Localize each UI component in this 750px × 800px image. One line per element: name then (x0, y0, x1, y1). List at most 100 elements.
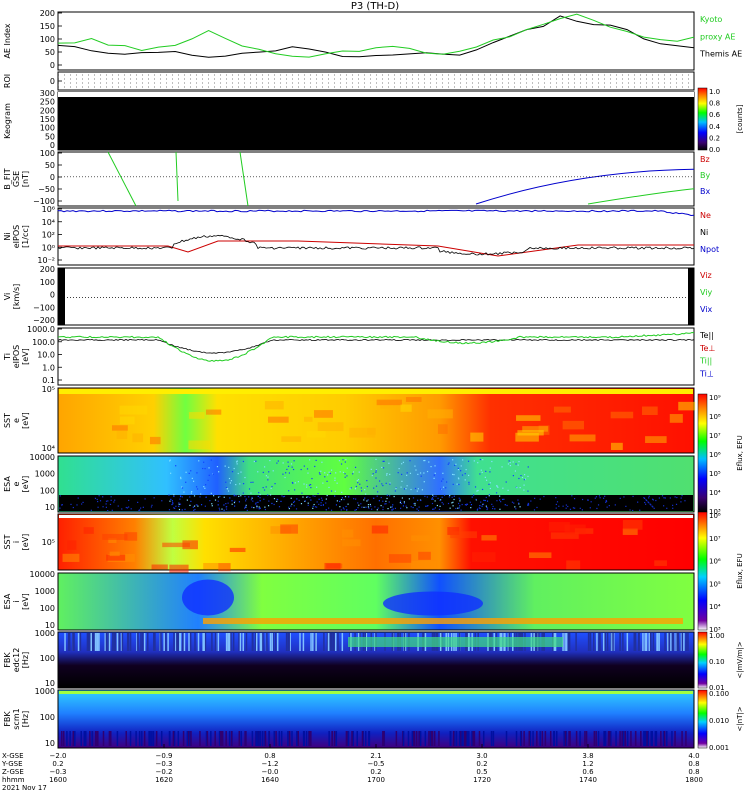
cell (124, 532, 138, 541)
stripe (668, 633, 670, 651)
speckle (211, 503, 213, 505)
ytick-label: 100 (40, 35, 55, 44)
speckle (238, 501, 241, 503)
stripe (680, 633, 683, 651)
ytick-label: 0 (50, 291, 55, 300)
speckle (111, 509, 113, 511)
blob (383, 591, 483, 616)
speckle (295, 508, 298, 510)
speckle (515, 508, 517, 510)
speckle (320, 504, 322, 506)
speckle (306, 486, 308, 488)
colorbar-counts-tick: 0.4 (709, 123, 721, 131)
ytick-label: 100 (40, 486, 55, 495)
speckle (188, 472, 190, 474)
colorbar-fbk-b-tick: 0.100 (709, 690, 729, 698)
stripe (462, 731, 464, 746)
stripe (104, 633, 107, 651)
speckle (414, 465, 416, 467)
speckle (234, 505, 236, 507)
speckle (381, 483, 383, 485)
speckle (307, 496, 309, 498)
speckle (480, 501, 482, 503)
speckle (516, 486, 518, 489)
stripe (135, 731, 137, 746)
speckle (485, 505, 487, 507)
speckle (212, 473, 214, 475)
speckle (314, 465, 316, 468)
speckle (451, 496, 453, 498)
series-ti-par (57, 331, 695, 362)
speckle (489, 467, 491, 469)
speckle (499, 508, 501, 510)
speckle (255, 502, 257, 504)
stripe (602, 633, 605, 651)
speckle (210, 492, 212, 494)
xaxis-value-x: 0.8 (264, 752, 275, 760)
colorbar-eflux-electrons-tick: 10³ (709, 508, 721, 516)
speckle (257, 495, 259, 497)
speckle (457, 467, 459, 469)
stripe (297, 731, 299, 746)
stripe (125, 731, 127, 746)
cell (550, 532, 579, 539)
speckle (405, 487, 407, 490)
speckle (462, 459, 464, 461)
speckle (225, 487, 228, 489)
stripe (242, 633, 244, 651)
speckle (130, 508, 132, 510)
xaxis-value-y: 0.2 (52, 760, 63, 768)
stripe (287, 633, 290, 651)
speckle (534, 497, 536, 499)
stripe (361, 731, 364, 746)
stripe (323, 633, 325, 651)
speckle (457, 502, 460, 505)
speckle (309, 496, 311, 499)
speckle (518, 503, 520, 505)
stripe (232, 633, 235, 651)
speckle (338, 460, 341, 462)
spectrogram-sste (58, 388, 694, 453)
speckle (230, 480, 232, 482)
speckle (500, 501, 502, 503)
speckle (320, 502, 322, 504)
speckle (639, 509, 641, 511)
speckle (306, 484, 308, 486)
stripe (230, 731, 233, 746)
ytick-label: 100 (40, 654, 55, 663)
speckle (236, 461, 238, 463)
speckle (339, 506, 341, 508)
speckle (643, 497, 645, 499)
speckle (454, 464, 456, 466)
cell (610, 411, 634, 419)
speckle (288, 506, 290, 508)
ylabel-roi: ROI (3, 74, 12, 88)
stripe (672, 633, 674, 651)
speckle (334, 477, 336, 479)
stripe (138, 731, 141, 746)
speckle (426, 470, 429, 473)
speckle (460, 509, 462, 511)
speckle (438, 508, 441, 510)
speckle (488, 494, 491, 496)
speckle (418, 506, 420, 508)
speckle (518, 477, 520, 480)
stripe (565, 731, 568, 746)
speckle (314, 495, 316, 497)
cell (229, 547, 246, 553)
speckle (489, 482, 491, 484)
speckle (357, 507, 359, 509)
xaxis-row-label: hhmm (2, 776, 25, 784)
speckle (218, 471, 220, 473)
stripe (606, 633, 609, 651)
speckle (178, 502, 180, 504)
stripe (415, 731, 418, 746)
speckle (606, 506, 608, 508)
cell (400, 404, 412, 412)
speckle (375, 458, 377, 460)
stripe (258, 731, 260, 746)
stripe (330, 633, 333, 651)
stripe (681, 731, 683, 746)
speckle (314, 506, 316, 508)
speckle (448, 496, 450, 498)
